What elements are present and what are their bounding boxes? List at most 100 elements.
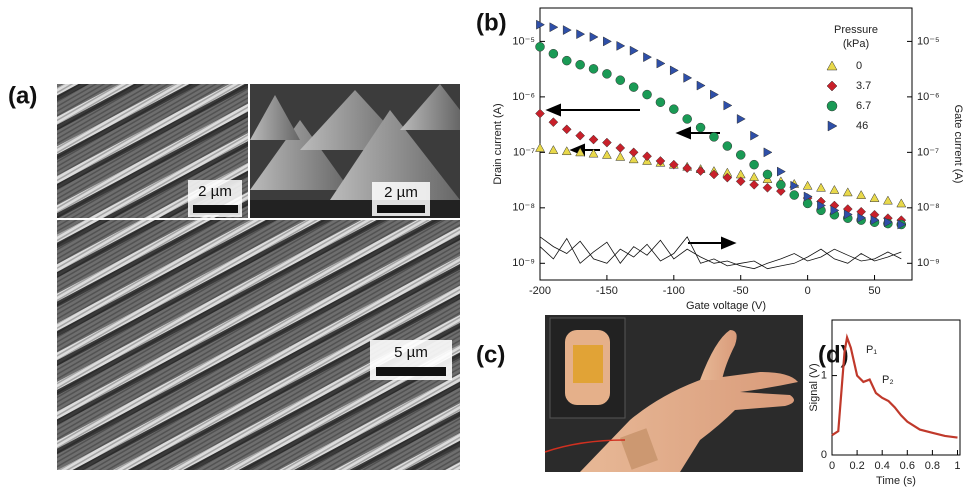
x-tick-label: 50: [868, 285, 880, 297]
data-point: [602, 69, 612, 79]
data-point: [777, 166, 786, 177]
y2-tick-label: 10⁻⁵: [917, 35, 940, 47]
data-point: [669, 65, 679, 76]
panel-label: (a): [8, 82, 37, 109]
x-tick-label: -150: [596, 285, 618, 297]
data-point: [615, 75, 626, 85]
data-point: [669, 104, 679, 114]
data-point: [535, 142, 545, 152]
data-point: [722, 172, 733, 183]
x-tick-label: 1: [954, 460, 960, 472]
data-point: [575, 130, 585, 141]
y2-tick-label: 10⁻⁷: [917, 146, 939, 158]
data-point: [882, 195, 893, 205]
y-tick-label: 10⁻⁵: [512, 35, 535, 47]
data-point: [576, 29, 586, 40]
data-point: [549, 22, 559, 33]
data-point: [588, 134, 599, 145]
legend-label: 6.7: [856, 100, 871, 112]
data-point: [709, 132, 719, 142]
data-point: [575, 59, 585, 70]
data-point: [789, 190, 799, 200]
panel-label: (c): [476, 341, 505, 368]
data-point: [642, 89, 652, 100]
data-point: [561, 124, 572, 135]
photo: [544, 315, 803, 472]
data-point: [695, 122, 706, 133]
data-point: [615, 143, 626, 153]
sem-image: 2 µm: [57, 84, 248, 218]
data-point: [736, 114, 746, 124]
legend-title: (kPa): [843, 38, 869, 50]
data-point: [548, 145, 559, 154]
y2-tick-label: 10⁻⁶: [917, 91, 940, 103]
data-point: [695, 166, 706, 176]
legend-label: 46: [856, 120, 868, 132]
data-point: [628, 82, 639, 92]
sem-image: 5 µm: [57, 220, 460, 470]
data-point: [803, 191, 813, 202]
axes-frame: [831, 319, 961, 456]
data-point: [829, 184, 840, 194]
data-point: [561, 146, 572, 156]
data-point: [722, 141, 733, 151]
data-point: [750, 130, 760, 141]
data-point: [869, 193, 880, 202]
y-axis-label: Drain current (A): [492, 103, 504, 184]
data-point: [897, 219, 907, 230]
data-point: [763, 147, 773, 158]
x-tick-label: 0.6: [900, 460, 915, 472]
y-tick-label: 10⁻⁶: [512, 91, 535, 103]
data-point: [616, 40, 626, 51]
x-tick-label: -100: [663, 285, 685, 297]
legend-marker: [826, 60, 838, 71]
data-point: [710, 89, 719, 100]
y-tick-label: 1: [821, 369, 827, 381]
data-point: [655, 156, 666, 166]
data-point: [548, 117, 559, 128]
x-axis-label: Gate voltage (V): [686, 300, 766, 312]
data-point: [643, 52, 653, 63]
scale-bar-label: 2 µm: [198, 183, 232, 200]
data-point: [696, 80, 706, 91]
data-point: [682, 114, 692, 124]
data-point: [683, 72, 693, 83]
legend-title: Pressure: [834, 24, 878, 36]
scale-bar-label: 2 µm: [384, 184, 418, 201]
data-point: [642, 151, 652, 162]
data-point: [709, 169, 719, 180]
x-tick-label: -200: [529, 285, 551, 297]
data-point: [535, 108, 545, 119]
data-point: [776, 180, 786, 190]
arrow: [545, 103, 737, 250]
data-point: [603, 36, 612, 47]
y-tick-label: 10⁻⁹: [512, 257, 535, 269]
data-point: [629, 45, 639, 56]
x-tick-label: 0: [829, 460, 835, 472]
y-tick-label: 10⁻⁷: [513, 146, 535, 158]
data-point: [628, 154, 639, 164]
legend-marker: [827, 120, 838, 132]
data-point: [843, 209, 853, 220]
data-point: [802, 180, 813, 190]
data-point: [856, 190, 867, 199]
data-point: [562, 25, 572, 36]
data-point: [723, 100, 733, 111]
data-point: [536, 19, 546, 30]
data-point: [884, 217, 893, 228]
legend-label: 3.7: [856, 80, 871, 92]
data-point: [615, 151, 626, 161]
y-axis-label: Signal (V): [808, 363, 820, 411]
y2-tick-label: 10⁻⁸: [917, 202, 940, 214]
data-point: [857, 212, 867, 223]
data-point: [655, 97, 666, 108]
data-point: [830, 205, 840, 216]
data-point: [562, 55, 572, 66]
data-point: [790, 180, 800, 191]
data-point: [682, 163, 693, 173]
data-point: [842, 187, 853, 197]
data-point: [735, 176, 746, 187]
data-point: [735, 150, 746, 160]
